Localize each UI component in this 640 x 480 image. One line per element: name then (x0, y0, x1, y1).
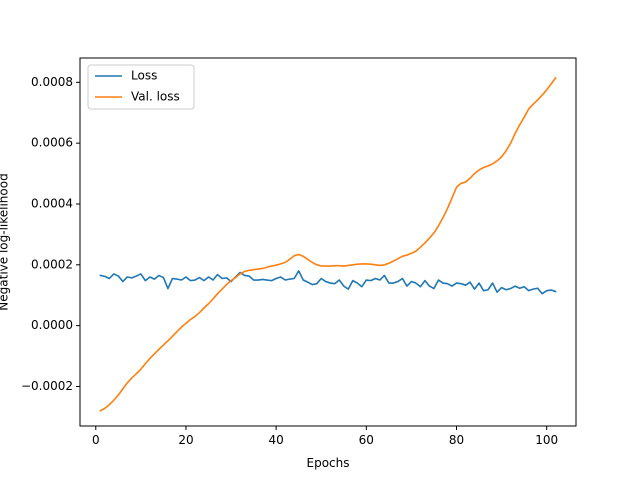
y-tick-label: 0.0008 (31, 75, 73, 89)
x-tick-label: 100 (535, 433, 558, 447)
y-tick-label: 0.0006 (31, 136, 73, 150)
x-tick-label: 80 (449, 433, 464, 447)
legend: Loss Val. loss (87, 64, 195, 110)
y-axis-title: Negative log-likelihood (0, 173, 11, 310)
plot-series (99, 76, 557, 412)
x-tick-label: 60 (359, 433, 374, 447)
x-tick-label: 20 (178, 433, 193, 447)
x-tick-label: 0 (92, 433, 100, 447)
legend-label: Loss (131, 69, 157, 83)
x-axis-title: Epochs (307, 456, 350, 470)
y-tick-label: 0.0000 (31, 318, 73, 332)
series-line-loss (99, 270, 557, 295)
y-tick-label: −0.0002 (21, 379, 73, 393)
y-tick-label: 0.0002 (31, 257, 73, 271)
x-axis: 0 20 40 60 80 100 (92, 426, 558, 447)
series-line-val-loss (99, 76, 557, 412)
y-tick-label: 0.0004 (31, 196, 73, 210)
y-axis: −0.0002 0.0000 0.0002 0.0004 0.0006 0.0008 (21, 75, 80, 393)
legend-label: Val. loss (131, 90, 180, 104)
x-tick-label: 40 (269, 433, 284, 447)
axes-frame (79, 57, 577, 427)
